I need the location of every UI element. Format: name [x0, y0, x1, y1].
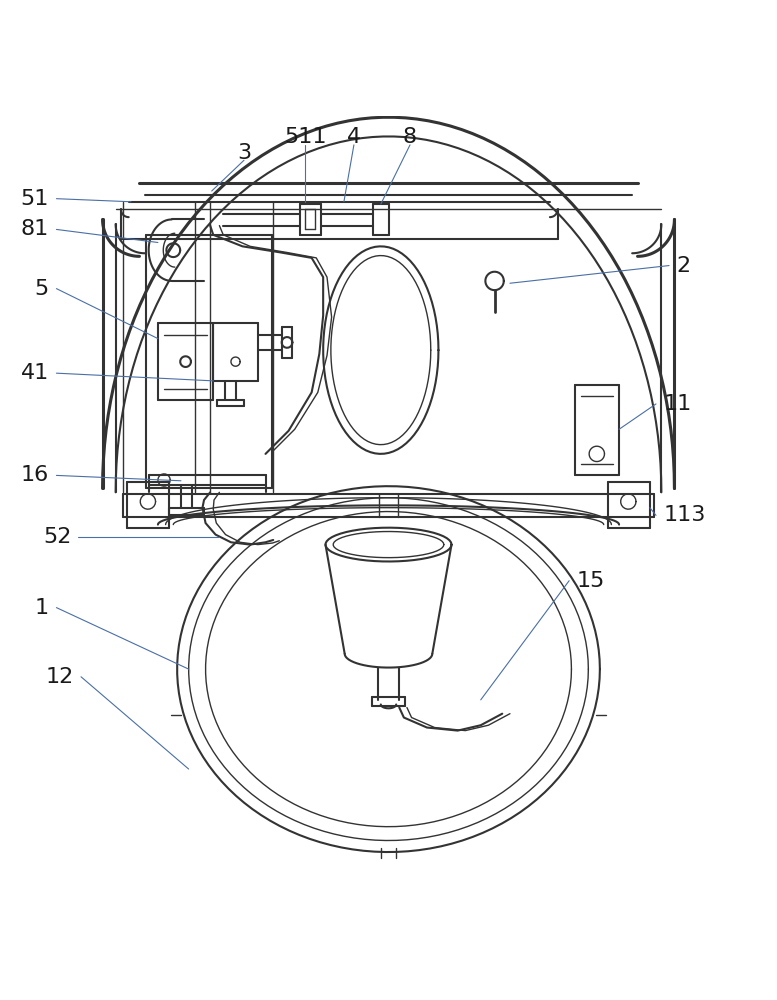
Text: 11: 11 — [664, 394, 692, 414]
Text: 8: 8 — [403, 127, 417, 147]
Text: 12: 12 — [45, 667, 73, 687]
Text: 1: 1 — [35, 598, 49, 618]
Text: 3: 3 — [237, 143, 251, 163]
Text: 51: 51 — [20, 189, 49, 209]
Text: 41: 41 — [20, 363, 49, 383]
Text: 113: 113 — [664, 505, 706, 525]
Text: 5: 5 — [34, 279, 49, 299]
Text: 81: 81 — [20, 219, 49, 239]
Text: 16: 16 — [20, 465, 49, 485]
Text: 511: 511 — [284, 127, 327, 147]
Text: 52: 52 — [44, 527, 71, 547]
Text: 15: 15 — [577, 571, 605, 591]
Text: 4: 4 — [347, 127, 361, 147]
Text: 2: 2 — [677, 256, 691, 276]
